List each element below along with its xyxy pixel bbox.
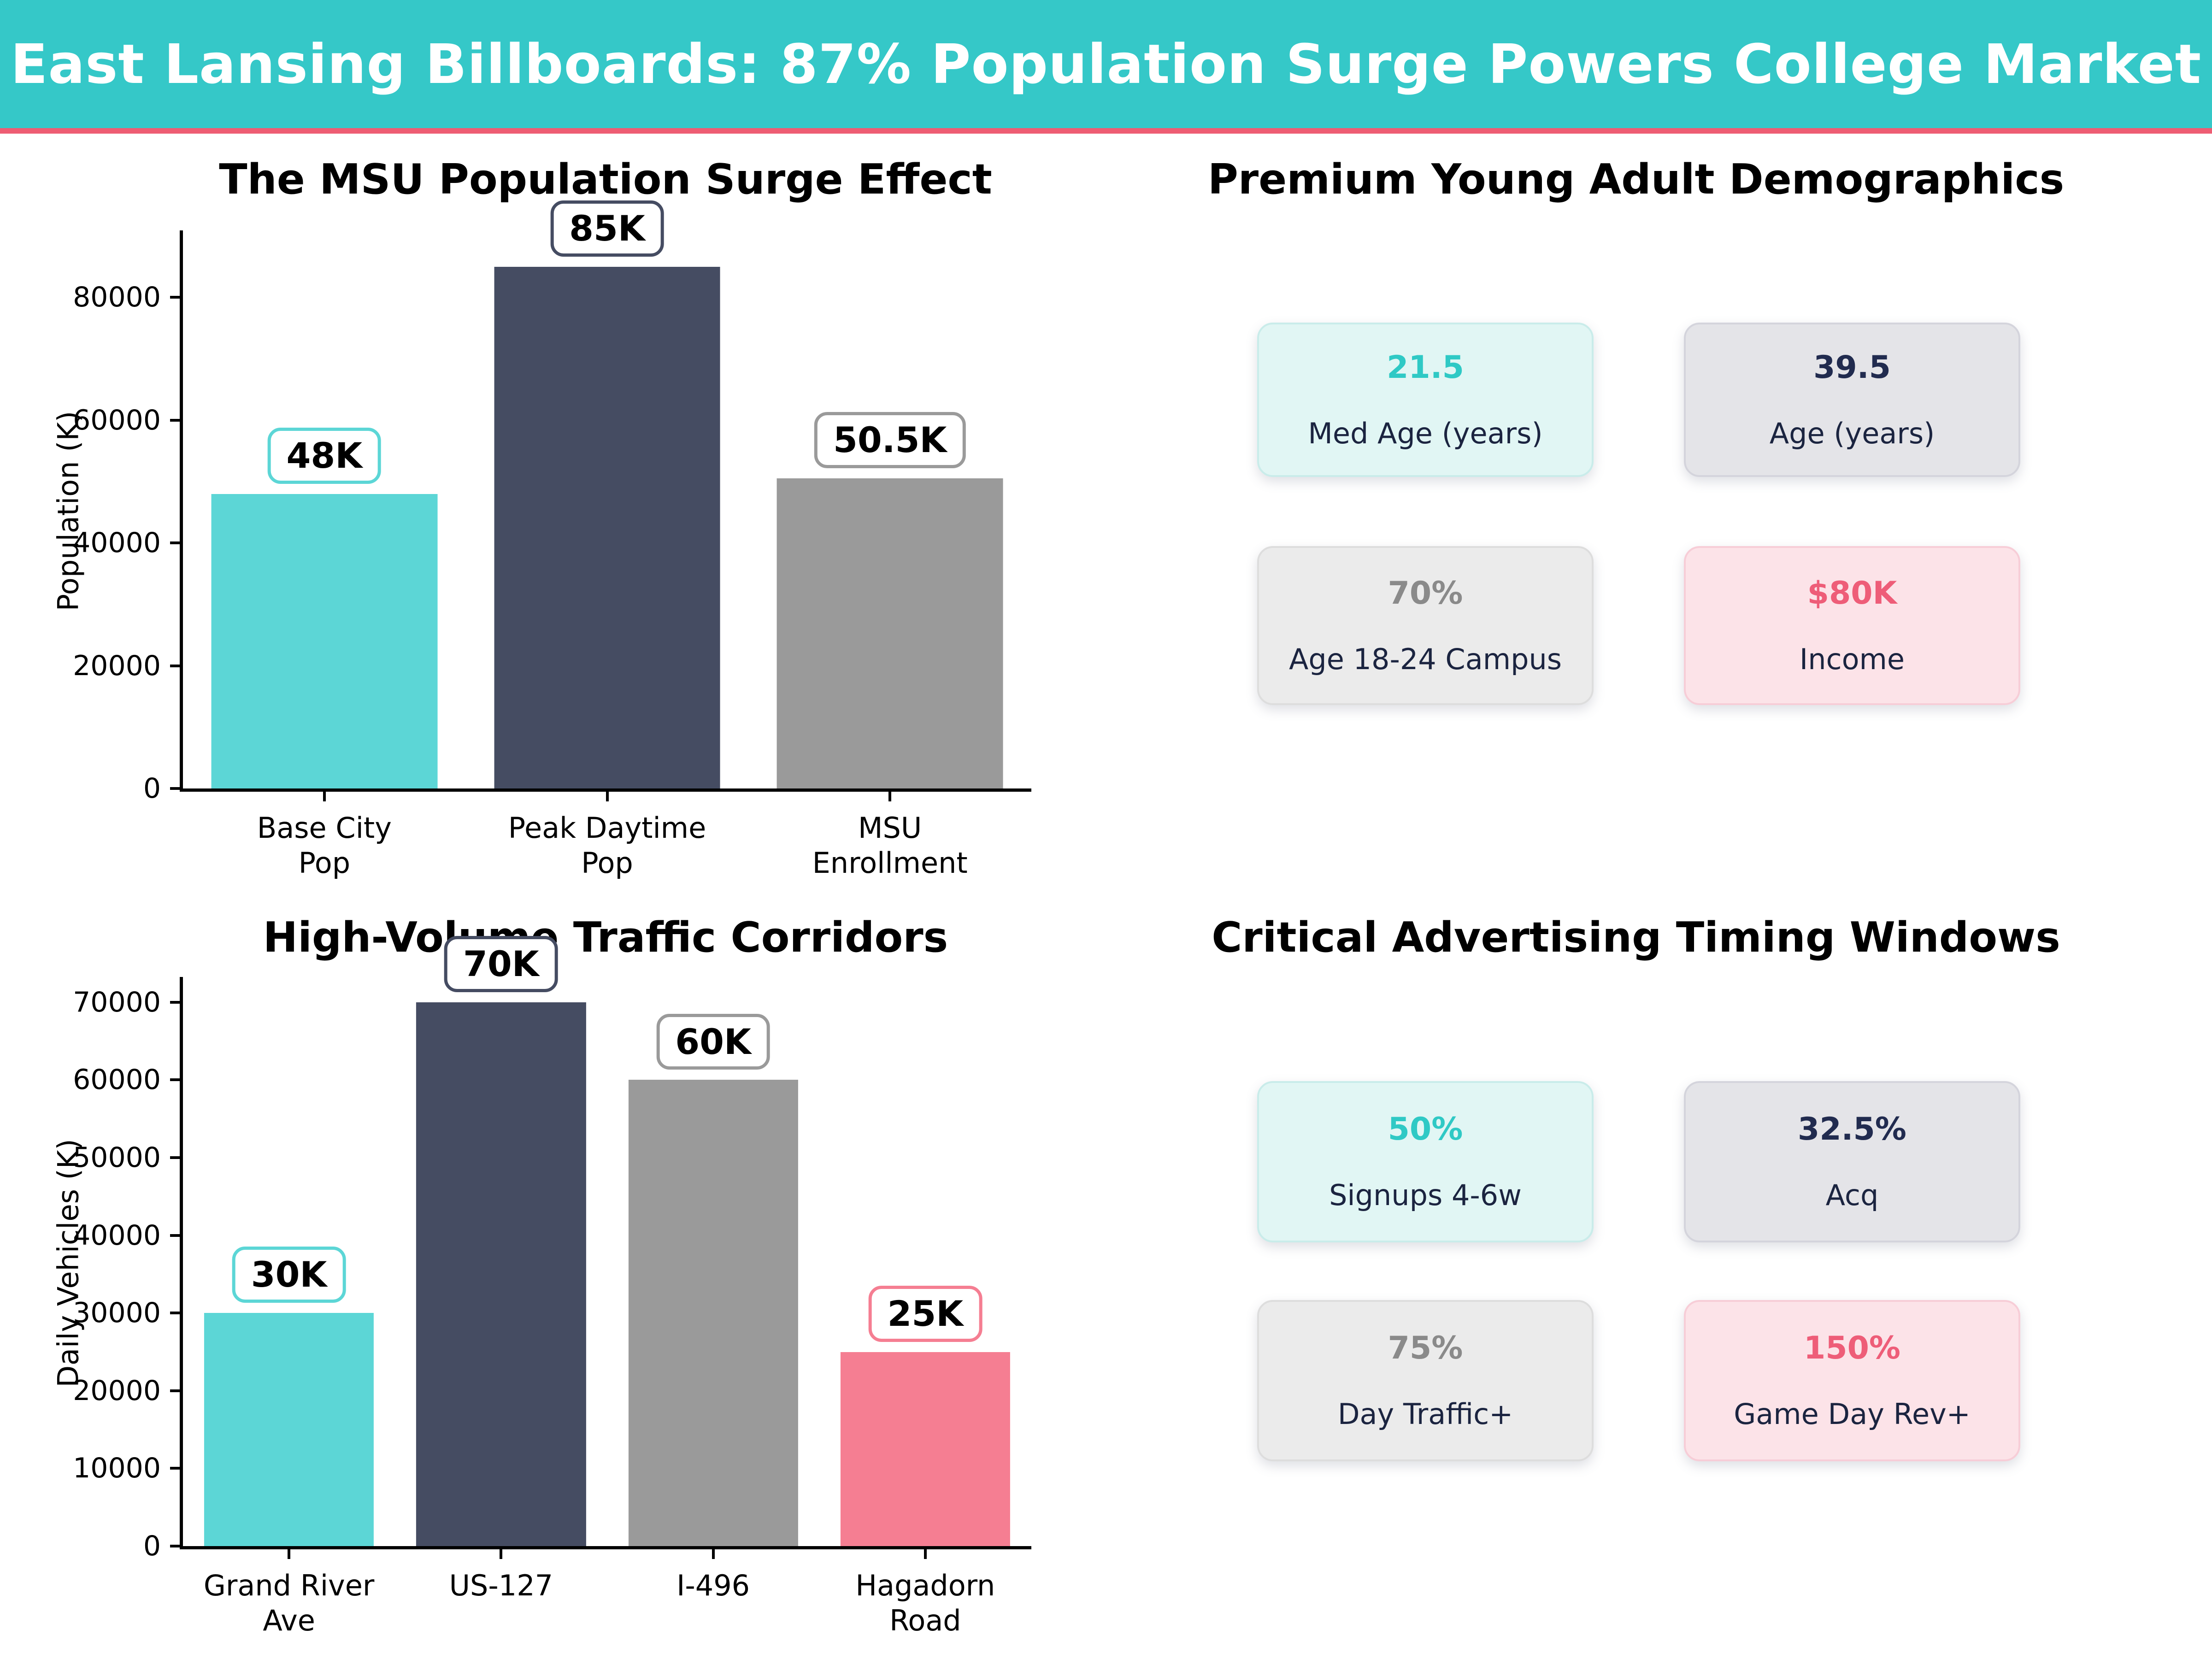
x-category-label: Peak Daytime Pop [508,811,706,880]
stat-label: Acq [1825,1178,1879,1212]
panel-title-demographics: Premium Young Adult Demographics [1207,155,2065,204]
x-tick-mark [888,788,892,801]
y-tick-mark [170,1312,183,1315]
stat-label: Age (years) [1769,416,1935,450]
y-tick-label: 50000 [73,1141,161,1174]
header-accent-stripe [0,128,2212,134]
y-tick-mark [170,787,183,790]
y-tick-mark [170,664,183,667]
bar-value-label: 85K [550,200,664,257]
y-tick-mark [170,1156,183,1159]
bar-chart-traffic-corridors: 0 10000 20000 30000 40000 50000 60000 70000 30K G… [73,936,1031,1637]
bar [494,266,720,788]
bar-value-label: 48K [267,427,382,484]
page-title: East Lansing Billboards: 87% Population … [10,32,2202,96]
bar-value-label: 30K [232,1247,346,1303]
y-tick-label: 70000 [73,986,161,1018]
bar [777,478,1003,788]
stat-value: 21.5 [1387,349,1464,386]
y-tick-mark [170,1389,183,1392]
stat-card-med-age: 21.5 Med Age (years) [1257,323,1594,477]
y-tick-mark [170,1078,183,1082]
stat-label: Signups 4-6w [1329,1178,1522,1212]
bar-value-label: 50.5K [814,412,966,469]
stat-card-acq: 32.5% Acq [1684,1081,2020,1242]
y-tick-label: 0 [143,1530,161,1562]
y-tick-label: 60000 [73,1064,161,1096]
stat-card-age-18-24: 70% Age 18-24 Campus [1257,546,1594,705]
y-tick-label: 40000 [73,1219,161,1252]
bar [416,1002,586,1546]
stat-label: Age 18-24 Campus [1288,642,1562,676]
x-tick-mark [712,1546,715,1559]
stat-value: 39.5 [1813,349,1891,386]
y-tick-label: 80000 [73,281,161,314]
bar-value-label: 70K [444,936,558,992]
y-tick-label: 10000 [73,1452,161,1485]
bar-value-label: 25K [868,1285,982,1342]
stat-value: 75% [1388,1330,1463,1366]
bar [204,1313,374,1546]
y-tick-mark [170,1000,183,1004]
y-tick-label: 60000 [73,404,161,436]
y-tick-label: 40000 [73,527,161,559]
x-category-label: Grand River Ave [203,1569,375,1637]
stat-label: Income [1799,642,1905,676]
y-tick-mark [170,541,183,545]
y-axis-label-daily-vehicles: Daily Vehicles (K) [51,1139,85,1388]
stat-value: 32.5% [1798,1111,1906,1147]
stat-card-income: $80K Income [1684,546,2020,705]
x-tick-mark [924,1546,927,1559]
stat-label: Med Age (years) [1308,416,1543,450]
stat-value: 150% [1803,1330,1901,1366]
x-category-label: Hagadorn Road [855,1569,995,1637]
y-tick-label: 20000 [73,649,161,682]
x-category-label: US-127 [449,1569,553,1602]
bar-value-label: 60K [656,1013,770,1070]
y-tick-mark [170,418,183,422]
y-tick-label: 0 [143,772,161,805]
x-category-label: Base City Pop [257,811,392,880]
x-tick-mark [323,788,326,801]
y-tick-label: 30000 [73,1297,161,1330]
chart-title-population-surge: The MSU Population Surge Effect [219,155,992,204]
x-tick-mark [500,1546,503,1559]
stat-label: Day Traffic+ [1337,1397,1513,1431]
x-category-label: I-496 [677,1569,750,1602]
x-category-label: MSU Enrollment [812,811,968,880]
y-tick-label: 20000 [73,1374,161,1407]
y-axis-label-population: Population (K) [51,411,85,612]
y-tick-mark [170,296,183,299]
y-tick-mark [170,1234,183,1237]
x-tick-mark [606,788,609,801]
chart-title-traffic-corridors: High-Volume Traffic Corridors [263,913,948,962]
stat-value: 70% [1388,575,1463,612]
x-tick-mark [288,1546,291,1559]
stat-card-day-traffic: 75% Day Traffic+ [1257,1300,1594,1461]
stat-value: $80K [1807,575,1897,612]
header-banner: East Lansing Billboards: 87% Population … [0,0,2212,128]
bar [840,1352,1010,1546]
bar [628,1080,798,1546]
stat-card-game-day-rev: 150% Game Day Rev+ [1684,1300,2020,1461]
y-tick-mark [170,1467,183,1470]
stat-card-age: 39.5 Age (years) [1684,323,2020,477]
stat-card-signups: 50% Signups 4-6w [1257,1081,1594,1242]
bar-chart-population-surge: 0 20000 40000 60000 80000 48K Base City Pop 85K… [73,200,1031,880]
y-tick-mark [170,1545,183,1547]
stat-label: Game Day Rev+ [1734,1397,1971,1431]
panel-title-timing-windows: Critical Advertising Timing Windows [1212,913,2060,962]
bar [211,494,438,788]
stat-value: 50% [1388,1111,1463,1147]
